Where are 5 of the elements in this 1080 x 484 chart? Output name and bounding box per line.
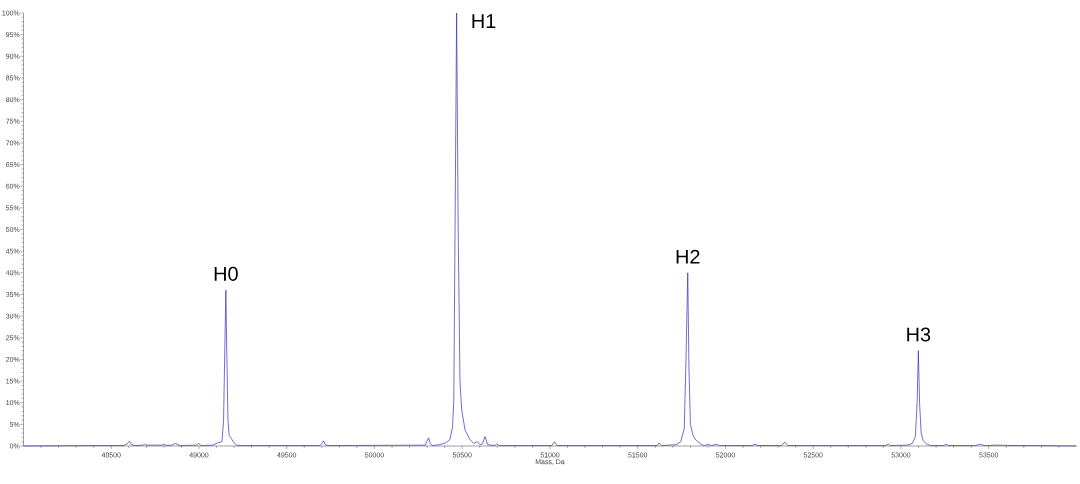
- annotation: H0: [214, 266, 238, 281]
- annotation: H2: [676, 249, 700, 264]
- annotation: H1: [472, 14, 496, 28]
- line-series: [23, 12, 1077, 447]
- annotation: H3: [907, 327, 931, 342]
